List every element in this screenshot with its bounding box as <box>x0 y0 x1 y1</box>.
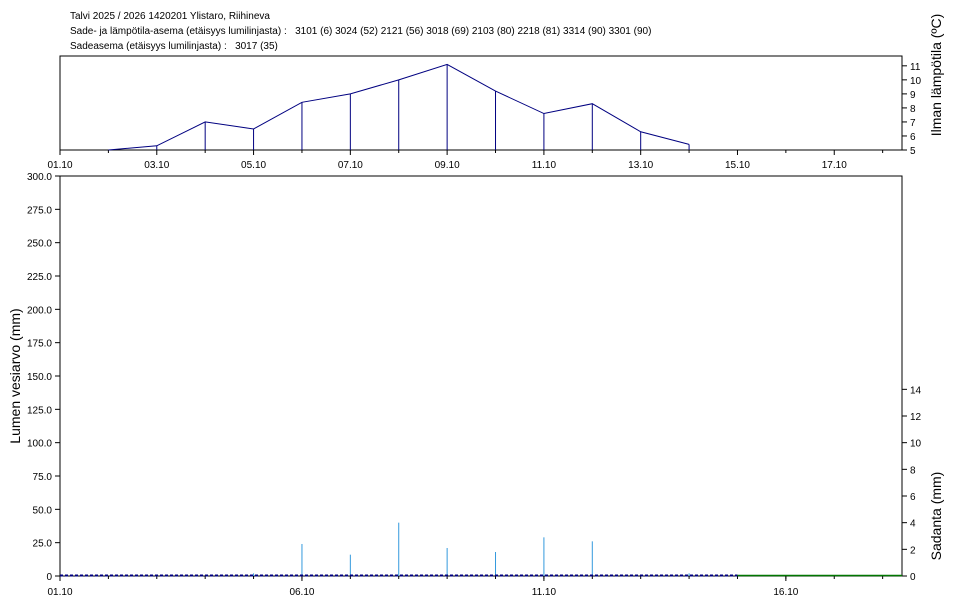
temp-x-tick-label: 07.10 <box>338 160 363 171</box>
chart-header: Talvi 2025 / 2026 1420201 Ylistaro, Riih… <box>0 0 900 56</box>
temp-x-tick-label: 15.10 <box>725 160 750 171</box>
temp-x-tick-label: 09.10 <box>435 160 460 171</box>
temp-x-tick-label: 11.10 <box>532 160 557 171</box>
snow-y-tick-label: 250.0 <box>27 239 52 250</box>
snow-y-axis-label: Lumen vesiarvo (mm) <box>7 308 23 443</box>
temp-series-line <box>108 63 690 151</box>
temp-y-tick-label: 8 <box>910 104 916 115</box>
precip-y-tick-label: 6 <box>910 492 916 503</box>
snow-y-tick-label: 200.0 <box>27 305 52 316</box>
temp-y-tick-label: 7 <box>910 118 916 129</box>
chart-title: Talvi 2025 / 2026 1420201 Ylistaro, Riih… <box>70 11 270 22</box>
precip-y-tick-label: 2 <box>910 545 916 556</box>
precip-y-tick-label: 4 <box>910 519 916 530</box>
snow-x-tick-label: 11.10 <box>532 587 557 598</box>
snow-y-tick-label: 150.0 <box>27 372 52 383</box>
precip-station: Sadeasema (etäisyys lumilinjasta) : 3017… <box>70 41 278 52</box>
temp-x-tick-label: 03.10 <box>144 160 169 171</box>
snow-y-tick-label: 300.0 <box>27 172 52 183</box>
snow-y-tick-label: 75.0 <box>33 472 53 483</box>
temp-plot-frame <box>59 55 903 151</box>
temp-y-tick-label: 10 <box>910 76 922 87</box>
snow-y-tick-label: 100.0 <box>27 439 52 450</box>
snow-y-tick-label: 175.0 <box>27 339 52 350</box>
temp-y-tick-label: 5 <box>910 146 916 157</box>
temp-x-tick-label: 17.10 <box>822 160 847 171</box>
temp-y-tick-label: 11 <box>910 62 921 73</box>
precip-y-tick-label: 10 <box>910 439 922 450</box>
snow-y-tick-label: 275.0 <box>27 205 52 216</box>
temp-x-tick-label: 13.10 <box>628 160 653 171</box>
temp-y-axis-label: Ilman lämpötila (ºC) <box>928 14 944 137</box>
snow-y-tick-label: 225.0 <box>27 272 52 283</box>
snow-plot-frame <box>59 175 903 577</box>
temp-x-tick-label: 05.10 <box>241 160 266 171</box>
precip-y-tick-label: 0 <box>910 572 916 583</box>
precip-y-tick-label: 12 <box>910 412 922 423</box>
temp-y-tick-label: 9 <box>910 90 916 101</box>
snow-x-tick-label: 16.10 <box>773 587 798 598</box>
snow-y-tick-label: 0 <box>46 572 52 583</box>
temp-y-tick-label: 6 <box>910 132 916 143</box>
snow-x-tick-label: 01.10 <box>47 587 72 598</box>
precip-y-tick-label: 14 <box>910 385 922 396</box>
snow-y-tick-label: 25.0 <box>33 539 53 550</box>
station-list: Sade- ja lämpötila-asema (etäisyys lumil… <box>70 26 652 37</box>
precip-y-axis-label: Sadanta (mm) <box>928 472 944 561</box>
temp-x-tick-label: 01.10 <box>47 160 72 171</box>
snow-y-tick-label: 125.0 <box>27 405 52 416</box>
snow-y-tick-label: 50.0 <box>33 505 53 516</box>
precip-y-tick-label: 8 <box>910 465 916 476</box>
snow-x-tick-label: 06.10 <box>289 587 314 598</box>
